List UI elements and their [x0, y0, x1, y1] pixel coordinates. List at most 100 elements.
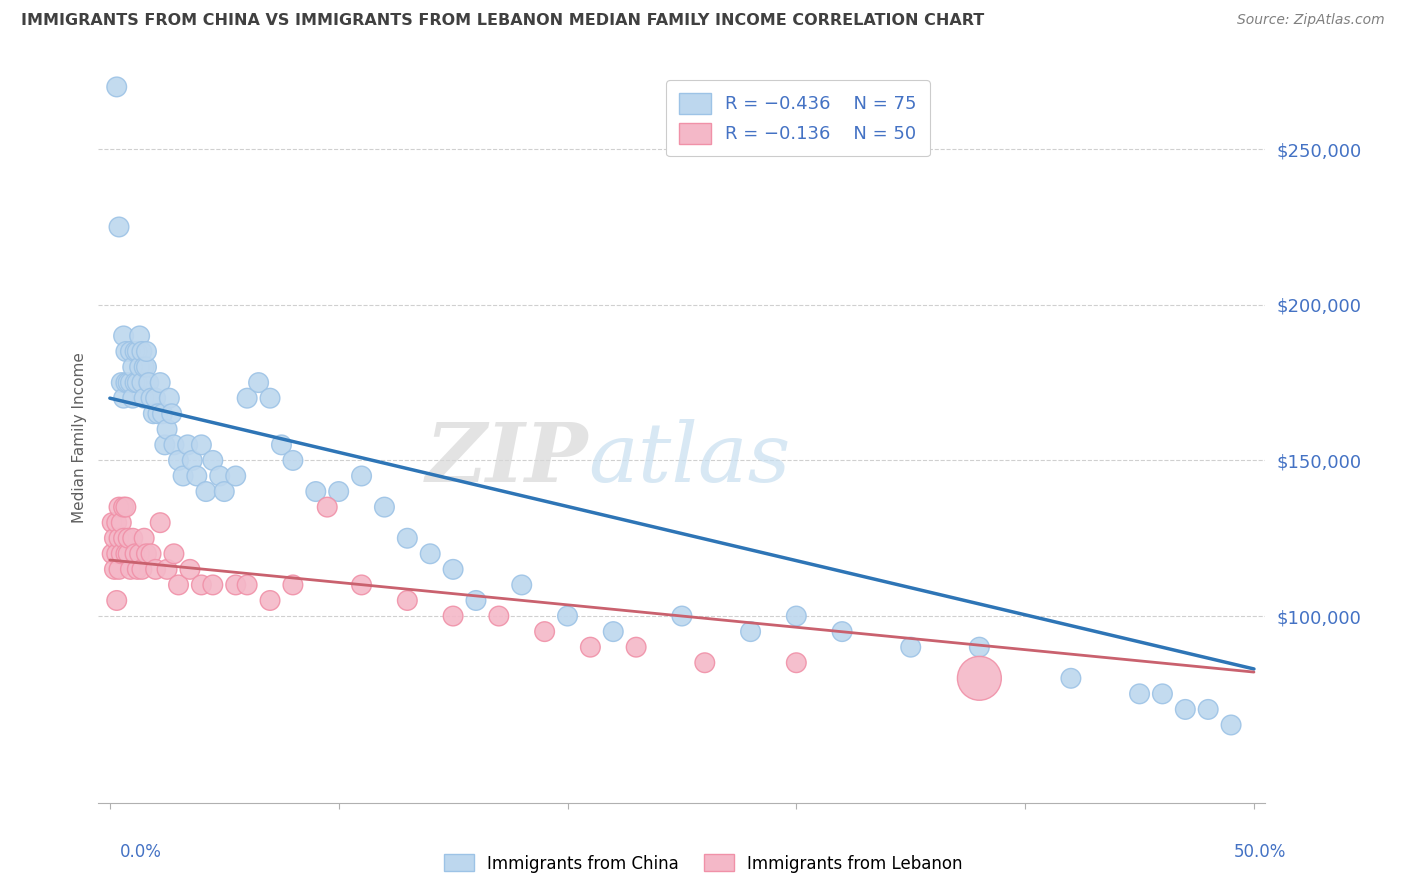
Point — [969, 671, 991, 685]
Point — [167, 453, 190, 467]
Point — [101, 547, 124, 561]
Text: Source: ZipAtlas.com: Source: ZipAtlas.com — [1237, 13, 1385, 28]
Point — [488, 609, 510, 624]
Point — [124, 344, 146, 359]
Point — [131, 562, 153, 576]
Point — [131, 376, 153, 390]
Y-axis label: Median Family Income: Median Family Income — [72, 351, 87, 523]
Point — [167, 578, 190, 592]
Point — [579, 640, 602, 655]
Point — [602, 624, 624, 639]
Point — [135, 344, 157, 359]
Point — [105, 516, 128, 530]
Point — [112, 500, 135, 515]
Point — [124, 547, 146, 561]
Point — [156, 562, 179, 576]
Point — [105, 547, 128, 561]
Point — [172, 469, 194, 483]
Point — [139, 391, 162, 405]
Point — [142, 407, 165, 421]
Point — [328, 484, 350, 499]
Point — [145, 391, 167, 405]
Point — [181, 453, 204, 467]
Point — [441, 609, 464, 624]
Point — [831, 624, 853, 639]
Point — [1197, 702, 1219, 716]
Point — [214, 484, 236, 499]
Point — [117, 376, 139, 390]
Point — [134, 391, 156, 405]
Point — [190, 438, 212, 452]
Point — [281, 453, 304, 467]
Point — [194, 484, 217, 499]
Point — [281, 578, 304, 592]
Point — [121, 391, 143, 405]
Point — [236, 578, 259, 592]
Point — [785, 609, 807, 624]
Point — [135, 547, 157, 561]
Point — [419, 547, 441, 561]
Point — [671, 609, 693, 624]
Point — [1174, 702, 1197, 716]
Point — [152, 407, 174, 421]
Point — [156, 422, 179, 436]
Point — [208, 469, 231, 483]
Point — [139, 547, 162, 561]
Point — [163, 438, 186, 452]
Point — [110, 547, 132, 561]
Point — [225, 469, 247, 483]
Point — [112, 531, 135, 545]
Text: IMMIGRANTS FROM CHINA VS IMMIGRANTS FROM LEBANON MEDIAN FAMILY INCOME CORRELATIO: IMMIGRANTS FROM CHINA VS IMMIGRANTS FROM… — [21, 13, 984, 29]
Point — [350, 578, 373, 592]
Point — [120, 562, 142, 576]
Point — [510, 578, 533, 592]
Point — [128, 547, 150, 561]
Text: ZIP: ZIP — [426, 419, 589, 499]
Point — [105, 79, 128, 94]
Point — [693, 656, 716, 670]
Point — [145, 562, 167, 576]
Point — [270, 438, 292, 452]
Legend: Immigrants from China, Immigrants from Lebanon: Immigrants from China, Immigrants from L… — [437, 847, 969, 880]
Point — [153, 438, 176, 452]
Point — [900, 640, 922, 655]
Point — [110, 516, 132, 530]
Point — [186, 469, 208, 483]
Point — [131, 344, 153, 359]
Text: 50.0%: 50.0% — [1234, 843, 1286, 861]
Point — [108, 219, 131, 234]
Text: 0.0%: 0.0% — [120, 843, 162, 861]
Point — [201, 578, 224, 592]
Point — [160, 407, 183, 421]
Point — [127, 376, 149, 390]
Point — [120, 376, 142, 390]
Point — [138, 376, 160, 390]
Point — [108, 562, 131, 576]
Point — [624, 640, 647, 655]
Point — [176, 438, 198, 452]
Point — [1152, 687, 1174, 701]
Point — [157, 391, 180, 405]
Point — [201, 453, 224, 467]
Point — [117, 531, 139, 545]
Point — [396, 593, 419, 607]
Point — [740, 624, 762, 639]
Point — [190, 578, 212, 592]
Point — [146, 407, 169, 421]
Point — [135, 359, 157, 374]
Point — [115, 376, 138, 390]
Point — [121, 359, 143, 374]
Point — [533, 624, 555, 639]
Point — [115, 547, 138, 561]
Point — [225, 578, 247, 592]
Point — [259, 593, 281, 607]
Point — [350, 469, 373, 483]
Point — [1060, 671, 1083, 685]
Point — [110, 376, 132, 390]
Point — [316, 500, 339, 515]
Point — [441, 562, 464, 576]
Point — [127, 562, 149, 576]
Point — [101, 516, 124, 530]
Point — [236, 391, 259, 405]
Point — [969, 640, 991, 655]
